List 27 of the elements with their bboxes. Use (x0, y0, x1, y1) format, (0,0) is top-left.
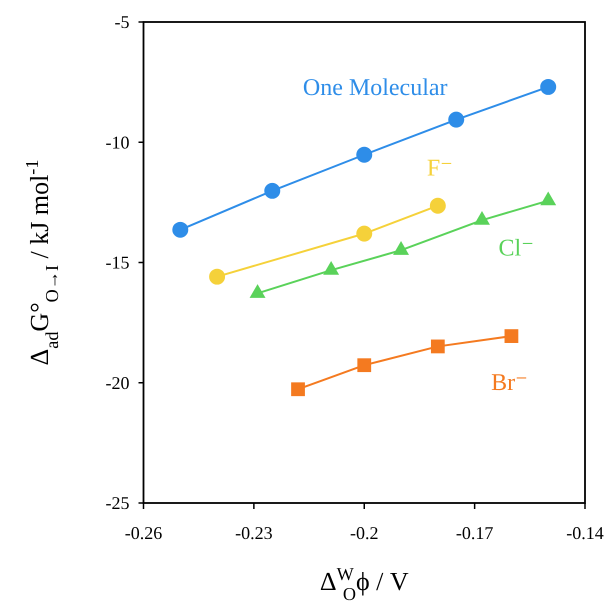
point (357, 358, 372, 372)
x-tick-label: -0.17 (456, 523, 494, 543)
y-tick-label: -25 (106, 493, 130, 513)
point (356, 146, 372, 163)
point (291, 382, 305, 396)
x-tick-label: -0.2 (350, 523, 378, 543)
y-tick-label: -15 (106, 252, 130, 272)
x-tick-label: -0.23 (235, 523, 273, 543)
series-label: Br⁻ (491, 370, 528, 396)
series-label: One Molecular (302, 74, 448, 101)
point (356, 226, 372, 242)
point (264, 182, 280, 199)
point (172, 222, 188, 238)
point (504, 329, 518, 343)
y-tick-label: -5 (114, 12, 130, 32)
x-axis-title: Δ$^{W}$$_{O}$ϕ / V (320, 564, 409, 604)
series-label: F⁻ (426, 156, 453, 182)
x-tick-label: -0.14 (566, 523, 604, 543)
point (448, 112, 464, 128)
point (430, 340, 445, 354)
series-label: Cl⁻ (498, 236, 534, 262)
point (540, 78, 556, 95)
point (209, 268, 226, 285)
y-tick-label: -10 (106, 132, 130, 152)
x-tick-label: -0.26 (124, 523, 162, 543)
y-tick-label: -20 (106, 372, 130, 393)
point (430, 198, 446, 214)
